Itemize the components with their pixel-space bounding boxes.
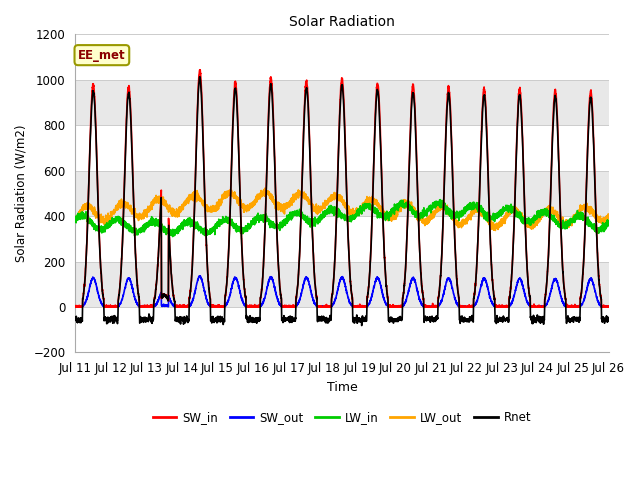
LW_in [461, 207, 469, 213]
SW_out [604, 304, 612, 310]
SW_out [168, 300, 175, 306]
SW_out [196, 273, 204, 279]
Bar [76, 80, 609, 125]
Rnet [492, 317, 499, 323]
LW_out [261, 185, 269, 191]
Text: EE_met: EE_met [78, 48, 125, 61]
SW_out [72, 304, 79, 310]
SW_in [72, 304, 79, 310]
Rnet [72, 314, 79, 320]
SW_out [72, 304, 79, 310]
Rnet [461, 316, 469, 322]
SW_in [605, 304, 612, 310]
Bar [76, 262, 609, 307]
LW_in [167, 227, 175, 233]
LW_in [432, 201, 440, 207]
Line: SW_in: SW_in [76, 70, 609, 307]
SW_in [72, 304, 79, 310]
Y-axis label: Solar Radiation (W/m2): Solar Radiation (W/m2) [15, 125, 28, 262]
LW_out [461, 220, 469, 226]
Rnet [604, 314, 612, 320]
Bar [76, 125, 609, 171]
Rnet [322, 318, 330, 324]
Bar [76, 171, 609, 216]
Line: LW_in: LW_in [76, 200, 609, 237]
SW_out [461, 304, 469, 310]
LW_in [436, 197, 444, 203]
SW_in [461, 304, 469, 310]
LW_out [432, 210, 440, 216]
Title: Solar Radiation: Solar Radiation [289, 15, 395, 29]
SW_in [604, 303, 612, 309]
SW_out [492, 304, 499, 310]
Bar [76, 216, 609, 262]
LW_out [492, 228, 499, 233]
Legend: SW_in, SW_out, LW_in, LW_out, Rnet: SW_in, SW_out, LW_in, LW_out, Rnet [148, 406, 536, 429]
LW_in [605, 222, 612, 228]
SW_out [432, 304, 440, 310]
Bar [76, 35, 609, 80]
SW_in [322, 304, 330, 310]
Line: SW_out: SW_out [76, 276, 609, 307]
LW_out [605, 214, 612, 220]
SW_in [196, 67, 204, 72]
Rnet [432, 314, 440, 320]
LW_out [167, 207, 175, 213]
SW_in [168, 271, 175, 276]
SW_in [492, 304, 499, 310]
LW_out [604, 216, 612, 221]
SW_out [605, 304, 612, 310]
LW_in [72, 214, 79, 219]
Rnet [196, 74, 204, 80]
Rnet [167, 271, 175, 276]
Rnet [358, 323, 365, 328]
Bar [76, 307, 609, 352]
X-axis label: Time: Time [326, 381, 357, 394]
LW_in [169, 234, 177, 240]
Line: Rnet: Rnet [76, 77, 609, 325]
LW_out [322, 199, 330, 205]
Rnet [605, 318, 612, 324]
LW_out [72, 215, 79, 220]
LW_in [604, 222, 612, 228]
LW_in [492, 214, 499, 219]
Line: LW_out: LW_out [76, 188, 609, 230]
LW_in [322, 208, 330, 214]
SW_in [432, 303, 440, 309]
SW_out [322, 304, 330, 310]
LW_out [492, 222, 499, 228]
